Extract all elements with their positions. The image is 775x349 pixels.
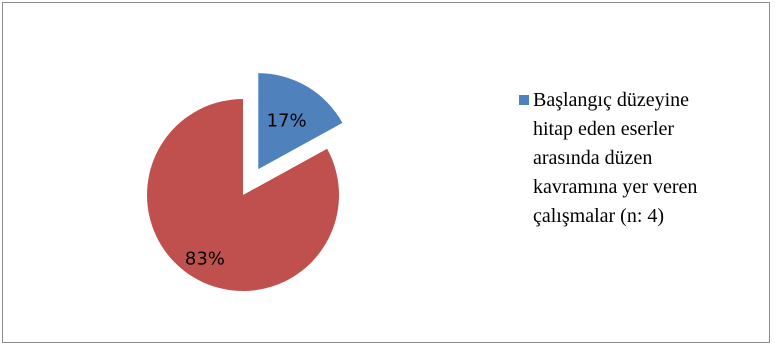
- chart-area: 17% 83% Başlangıç düzeyine hitap eden ese…: [2, 2, 770, 343]
- legend: Başlangıç düzeyine hitap eden eserler ar…: [519, 86, 759, 231]
- pie-slice-17: [258, 73, 343, 170]
- legend-label: Başlangıç düzeyine hitap eden eserler ar…: [533, 89, 698, 227]
- data-label-83: 83%: [185, 248, 225, 269]
- pie-chart: 17% 83%: [146, 73, 343, 292]
- legend-swatch: [519, 95, 529, 105]
- data-label-17: 17%: [267, 110, 307, 131]
- pie-slice-83: [146, 99, 339, 292]
